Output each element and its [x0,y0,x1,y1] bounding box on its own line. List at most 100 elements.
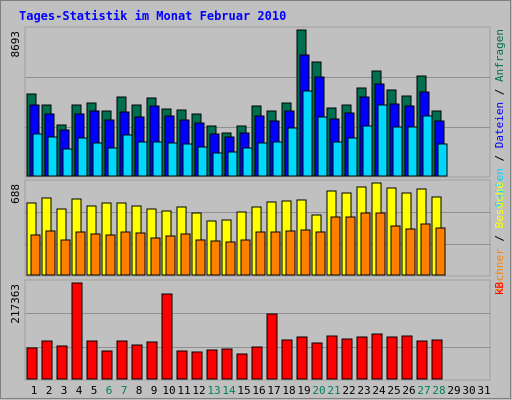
panel-top-max-label: 8693 [9,31,22,58]
bar-seiten-day-14 [227,151,238,177]
bar-rechner-day-2 [45,230,56,276]
bar-seiten-day-17 [272,141,283,177]
bar-seiten-day-22 [347,137,358,177]
day-label-22: 22 [342,384,355,397]
bar-rechner-day-25 [390,225,401,276]
bar-kb-day-24 [371,333,383,380]
bar-kb-day-8 [131,344,143,380]
day-label-10: 10 [162,384,175,397]
panel-middle-legend: Rechner / Besuche [493,182,506,295]
bar-kb-day-27 [416,340,428,380]
day-label-13: 13 [207,384,220,397]
day-label-14: 14 [222,384,236,397]
bar-rechner-day-12 [195,239,206,276]
legend-separator: / [493,148,506,168]
bar-kb-day-7 [116,340,128,380]
legend-entry-seiten: Seiten [493,168,506,208]
bar-seiten-day-19 [302,90,313,177]
bar-kb-day-9 [146,341,158,380]
bar-kb-day-12 [191,351,203,380]
day-label-16: 16 [252,384,265,397]
bar-seiten-day-9 [152,141,163,177]
legend-entry-anfragen: Anfragen [493,29,506,82]
bar-kb-day-4 [71,282,83,380]
bar-kb-day-19 [296,336,308,380]
panel-bottom: 217363 kB [9,279,506,381]
bar-rechner-day-7 [120,231,131,276]
bar-seiten-day-7 [122,134,133,177]
panel-bottom-legend: kB [493,282,506,296]
bar-seiten-day-6 [107,147,118,177]
bar-seiten-day-12 [197,146,208,177]
bar-seiten-day-21 [332,141,343,177]
bar-kb-day-16 [251,346,263,380]
day-label-4: 4 [76,384,83,397]
day-label-5: 5 [91,384,98,397]
bar-kb-day-17 [266,313,278,380]
bar-kb-day-18 [281,339,293,380]
bar-rechner-day-1 [30,234,41,276]
bar-seiten-day-28 [437,143,448,177]
bar-seiten-day-27 [422,115,433,177]
bar-kb-day-22 [341,338,353,380]
bar-rechner-day-8 [135,232,146,276]
day-label-23: 23 [357,384,370,397]
bar-seiten-day-13 [212,152,223,177]
bar-seiten-day-20 [317,116,328,177]
bar-rechner-day-17 [270,231,281,276]
day-label-6: 6 [106,384,113,397]
bar-kb-day-23 [356,336,368,380]
bar-seiten-day-4 [77,137,88,177]
bar-rechner-day-27 [420,223,431,276]
bar-kb-day-3 [56,345,68,380]
bar-seiten-day-18 [287,127,298,177]
legend-entry-kb: kB [493,282,506,296]
day-label-17: 17 [267,384,280,397]
bar-seiten-day-26 [407,126,418,177]
bar-seiten-day-24 [377,104,388,177]
bar-kb-day-26 [401,335,413,380]
bar-rechner-day-11 [180,233,191,276]
day-label-25: 25 [387,384,400,397]
panel-top: 8693 Seiten / Dateien / Anfragen [9,26,506,208]
legend-entry-besuche: Besuche [493,182,506,228]
legend-separator: / [493,228,506,248]
bar-rechner-day-19 [300,229,311,276]
day-label-9: 9 [151,384,158,397]
bar-seiten-day-2 [47,136,58,177]
bar-rechner-day-24 [375,212,386,276]
legend-entry-dateien: Dateien [493,102,506,148]
day-label-8: 8 [136,384,143,397]
day-label-24: 24 [372,384,386,397]
legend-entry-rechner: Rechner [493,248,506,295]
bar-rechner-day-28 [435,227,446,276]
bar-seiten-day-16 [257,142,268,177]
bar-kb-day-14 [221,348,233,380]
bar-rechner-day-9 [150,237,161,276]
bar-kb-day-25 [386,336,398,380]
bar-kb-day-11 [176,350,188,380]
day-label-15: 15 [237,384,250,397]
bar-seiten-day-5 [92,142,103,177]
bar-rechner-day-3 [60,239,71,276]
bar-seiten-day-23 [362,125,373,177]
day-label-31: 31 [477,384,490,397]
day-label-11: 11 [177,384,190,397]
bar-rechner-day-20 [315,231,326,276]
day-label-20: 20 [312,384,325,397]
day-label-26: 26 [402,384,415,397]
bar-rechner-day-5 [90,233,101,276]
bar-kb-day-5 [86,340,98,380]
bar-kb-day-10 [161,293,173,380]
bar-rechner-day-14 [225,241,236,276]
bar-kb-day-13 [206,349,218,380]
bar-seiten-day-25 [392,126,403,177]
bar-seiten-day-11 [182,143,193,177]
day-label-2: 2 [46,384,53,397]
bar-rechner-day-16 [255,231,266,276]
bar-seiten-day-1 [32,133,43,177]
day-label-28: 28 [432,384,445,397]
bar-rechner-day-4 [75,231,86,276]
day-label-29: 29 [447,384,460,397]
